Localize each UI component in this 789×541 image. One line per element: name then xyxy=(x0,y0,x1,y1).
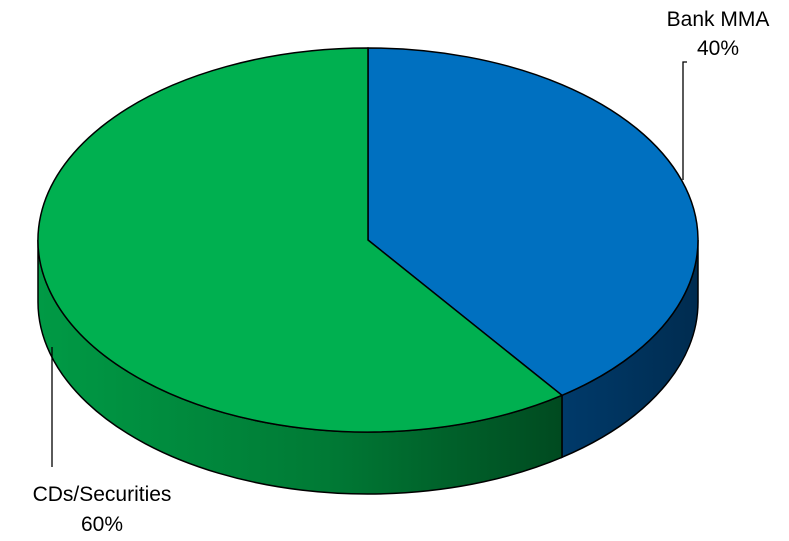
pie-tops xyxy=(37,47,699,433)
slice-cds-securities xyxy=(37,47,564,433)
slice-value-bank-mma: 40% xyxy=(697,37,739,60)
slice-label-cds-securities: CDs/Securities xyxy=(33,483,172,506)
leader-line-bank-mma xyxy=(682,61,687,180)
slice-value-cds-securities: 60% xyxy=(81,513,123,536)
slice-bank-mma xyxy=(367,47,699,397)
slice-label-bank-mma: Bank MMA xyxy=(667,8,770,31)
label-bank-mma: Bank MMA 40% xyxy=(667,8,770,180)
label-cds-securities: CDs/Securities 60% xyxy=(33,347,172,536)
